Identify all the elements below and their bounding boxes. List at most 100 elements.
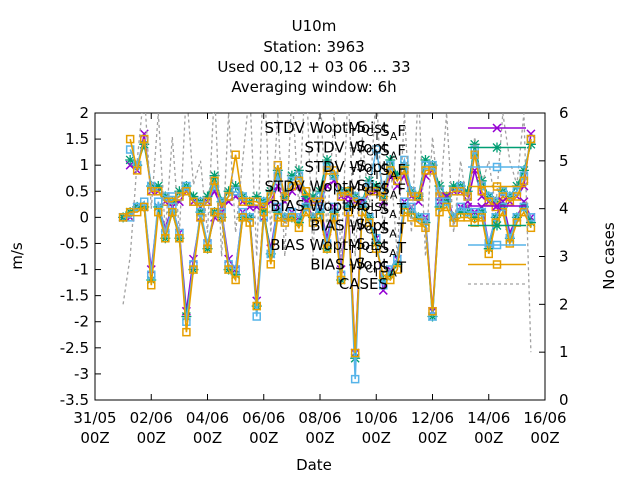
data-point bbox=[154, 187, 163, 196]
y2-tick-label: 5 bbox=[559, 152, 569, 170]
data-point bbox=[526, 213, 536, 222]
title-line-3: Used 00,12 + 03 06 ... 33 bbox=[217, 58, 410, 76]
data-point bbox=[462, 186, 473, 197]
data-point bbox=[231, 275, 240, 285]
data-point bbox=[371, 181, 382, 192]
data-point bbox=[498, 187, 508, 196]
data-point bbox=[182, 187, 191, 196]
data-point bbox=[343, 187, 353, 196]
data-point bbox=[154, 197, 163, 206]
data-point bbox=[286, 170, 297, 181]
data-point bbox=[449, 218, 458, 227]
data-point bbox=[386, 275, 395, 285]
data-point bbox=[154, 207, 163, 217]
data-point bbox=[175, 233, 184, 243]
data-point bbox=[385, 154, 396, 165]
data-point bbox=[231, 150, 240, 159]
data-point bbox=[189, 197, 198, 206]
data-point bbox=[393, 265, 402, 274]
data-point bbox=[483, 243, 494, 254]
y2-tick-label: 0 bbox=[559, 391, 569, 409]
y2-tick-label: 6 bbox=[559, 104, 569, 122]
data-point bbox=[392, 170, 403, 181]
data-point bbox=[266, 260, 276, 269]
y-tick-label: -3.5 bbox=[60, 391, 89, 409]
data-point bbox=[308, 218, 318, 227]
legend-suffix: TSCTSAF bbox=[349, 138, 406, 163]
data-point bbox=[280, 192, 290, 201]
data-point bbox=[329, 213, 339, 222]
x-axis-ticks: 31/05 00Z 02/06 00Z 04/06 00Z 06/06 00Z 08/06 00Z… bbox=[73, 113, 567, 447]
data-point bbox=[484, 249, 493, 259]
data-point bbox=[434, 181, 445, 192]
title-line-1: U10m bbox=[292, 17, 337, 35]
y-axis-ticks: 2 1.5 1 0.5 0 -0.5 -1 -1.5 -2 -2.5 -3 -3.5 bbox=[60, 104, 101, 409]
y-axis-label: m/s bbox=[8, 242, 26, 270]
data-point bbox=[469, 212, 480, 223]
legend-marker bbox=[492, 142, 502, 153]
data-point bbox=[139, 202, 149, 212]
data-point bbox=[147, 280, 156, 290]
data-point bbox=[477, 213, 486, 222]
data-point bbox=[210, 207, 219, 217]
data-point bbox=[350, 353, 361, 364]
y-tick-label: -2 bbox=[74, 313, 89, 331]
data-point bbox=[414, 192, 423, 201]
data-point bbox=[518, 165, 529, 176]
x-tick-label-hour: 00Z bbox=[249, 429, 278, 447]
legend-label: CASES bbox=[339, 275, 388, 293]
data-point bbox=[245, 218, 254, 227]
data-point bbox=[428, 160, 437, 170]
data-point bbox=[336, 275, 346, 285]
data-point bbox=[526, 129, 536, 139]
data-point bbox=[287, 207, 297, 217]
data-point bbox=[315, 213, 325, 222]
y-tick-label: 1 bbox=[79, 156, 89, 174]
data-point bbox=[182, 327, 191, 337]
data-point bbox=[139, 197, 149, 206]
legend-suffix: TSCTSAT bbox=[348, 255, 407, 280]
legend-suffix: TSCTSAT bbox=[348, 235, 407, 260]
data-point bbox=[364, 181, 374, 191]
data-point bbox=[294, 223, 304, 233]
data-point bbox=[428, 307, 437, 316]
data-point bbox=[266, 192, 276, 201]
data-point bbox=[455, 207, 466, 218]
data-point bbox=[393, 176, 402, 186]
x-tick-label: 16/06 bbox=[523, 409, 566, 427]
x-tick-label-hour: 00Z bbox=[193, 429, 222, 447]
x-tick-label: 04/06 bbox=[186, 409, 229, 427]
data-point bbox=[470, 145, 479, 154]
data-point bbox=[175, 192, 184, 201]
x-tick-label: 31/05 bbox=[73, 409, 116, 427]
data-point bbox=[379, 270, 388, 280]
data-point bbox=[224, 265, 233, 274]
data-point bbox=[505, 239, 515, 248]
data-point bbox=[379, 192, 388, 201]
data-point bbox=[525, 217, 536, 228]
y2-tick-label: 1 bbox=[559, 343, 569, 361]
series-8 bbox=[122, 113, 532, 353]
series-line bbox=[122, 113, 532, 353]
x-tick-label: 06/06 bbox=[242, 409, 285, 427]
series-line bbox=[122, 205, 532, 354]
data-point bbox=[300, 191, 311, 202]
legend-suffix: TSCTSAT bbox=[348, 196, 407, 221]
data-point bbox=[470, 150, 479, 159]
legend-marker bbox=[492, 220, 502, 231]
legend-marker bbox=[492, 123, 502, 133]
x-tick-label-hour: 00Z bbox=[137, 429, 166, 447]
data-point bbox=[223, 186, 234, 197]
data-point bbox=[498, 202, 508, 212]
chart-title: U10m Station: 3963 Used 00,12 + 03 06 ..… bbox=[217, 17, 410, 96]
y-tick-label: -0.5 bbox=[60, 234, 89, 252]
legend-suffix: TSCTSAF bbox=[349, 157, 406, 182]
data-point bbox=[189, 265, 198, 274]
data-point bbox=[350, 374, 360, 384]
y2-tick-label: 3 bbox=[559, 248, 569, 266]
data-point bbox=[203, 244, 212, 253]
data-point bbox=[265, 186, 276, 197]
data-point bbox=[238, 207, 247, 217]
y2-axis-ticks: 0 1 2 3 4 5 6 bbox=[539, 104, 569, 409]
y-tick-label: -3 bbox=[74, 365, 89, 383]
